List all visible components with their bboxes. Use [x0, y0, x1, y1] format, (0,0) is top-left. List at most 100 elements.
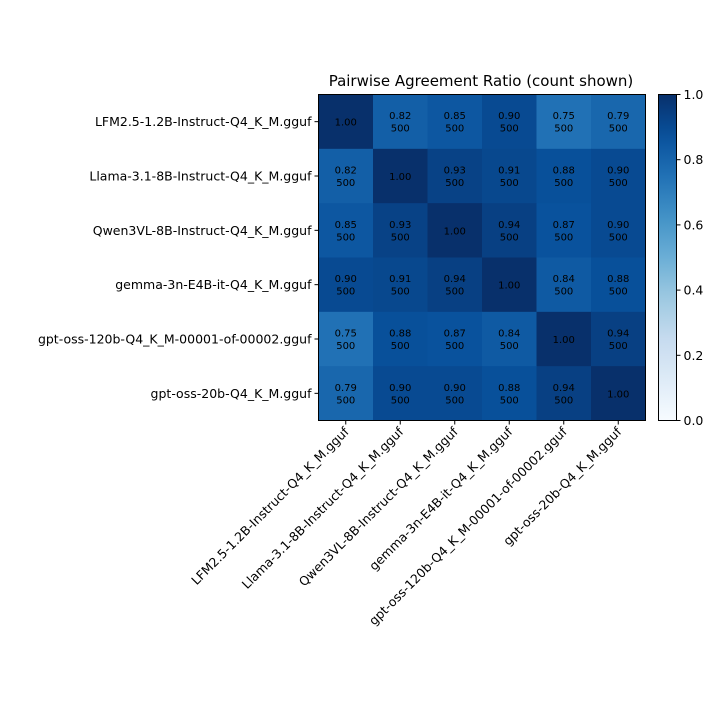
cell-count-label: 500: [554, 124, 573, 135]
colorbar-tick-label: 0.6: [684, 217, 704, 232]
heatmap-cell: [427, 203, 483, 258]
cell-count-label: 500: [336, 341, 355, 352]
heatmap-cell: [318, 257, 374, 313]
cell-value-label: 0.82: [389, 111, 411, 122]
heatmap-cell: [591, 203, 646, 258]
cell-value-label: 1.00: [389, 172, 411, 183]
heatmap-cell: [591, 94, 646, 150]
cell-value-label: 0.88: [553, 166, 575, 177]
cell-count-label: 500: [391, 287, 410, 298]
cell-value-label: 0.90: [389, 383, 411, 394]
y-axis-ticks: LFM2.5-1.2B-Instruct-Q4_K_M.gguf Llama-3.…: [38, 114, 319, 401]
cell-count-label: 500: [336, 232, 355, 243]
heatmap-cell: [373, 203, 428, 258]
cell-value-label: 0.82: [335, 166, 357, 177]
heatmap-cell: [536, 94, 592, 150]
heatmap-cell: [318, 311, 374, 367]
heatmap-cell: [318, 203, 374, 258]
cell-count-label: 500: [554, 287, 573, 298]
heatmap-cell: [536, 148, 592, 204]
y-tick-label: gemma-3n-E4B-it-Q4_K_M.gguf: [115, 277, 312, 292]
cell-count-label: 500: [391, 232, 410, 243]
cell-count-label: 500: [445, 124, 464, 135]
x-tick-label: gpt-oss-120b-Q4_K_M-00001-of-00002.gguf: [366, 424, 570, 628]
heatmap-cell: [482, 366, 537, 421]
cell-count-label: 500: [336, 178, 355, 189]
cell-value-label: 0.94: [444, 274, 466, 285]
cell-value-label: 0.90: [607, 166, 629, 177]
y-tick-label: gpt-oss-120b-Q4_K_M-00001-of-00002.gguf: [38, 332, 312, 347]
cell-count-label: 500: [554, 232, 573, 243]
cell-count-label: 500: [445, 287, 464, 298]
x-tick-label: gpt-oss-20b-Q4_K_M.gguf: [500, 424, 625, 549]
cell-count-label: 500: [336, 287, 355, 298]
cell-count-label: 500: [554, 178, 573, 189]
heatmap-cell: [373, 94, 428, 150]
cell-count-label: 500: [609, 124, 628, 135]
y-tick-label: Llama-3.1-8B-Instruct-Q4_K_M.gguf: [89, 169, 312, 184]
heatmap-cell: [536, 257, 592, 313]
cell-value-label: 0.93: [389, 220, 411, 231]
chart-title: Pairwise Agreement Ratio (count shown): [329, 72, 634, 90]
heatmap-cell: [536, 366, 592, 421]
cell-value-label: 0.94: [498, 220, 520, 231]
y-tick-label: gpt-oss-20b-Q4_K_M.gguf: [151, 386, 313, 401]
heatmap-frame: [318, 94, 646, 421]
cell-value-label: 0.84: [498, 329, 520, 340]
cell-value-label: 0.85: [444, 111, 466, 122]
cell-count-label: 500: [445, 395, 464, 406]
heatmap-cells: 1.000.825000.855000.905000.755000.795000…: [318, 94, 646, 421]
heatmap-cell: [482, 203, 537, 258]
heatmap-cell: [591, 148, 646, 204]
cell-value-label: 0.91: [389, 274, 411, 285]
colorbar-gradient: [658, 94, 677, 421]
heatmap-cell: [318, 94, 374, 150]
cell-count-label: 500: [336, 395, 355, 406]
cell-value-label: 0.75: [553, 111, 575, 122]
cell-value-label: 1.00: [444, 226, 466, 237]
cell-value-label: 0.79: [335, 383, 357, 394]
heatmap-cell: [373, 311, 428, 367]
cell-count-label: 500: [500, 232, 519, 243]
cell-count-label: 500: [609, 341, 628, 352]
heatmap-cell: [318, 366, 374, 421]
cell-count-label: 500: [554, 395, 573, 406]
cell-count-label: 500: [445, 178, 464, 189]
cell-value-label: 0.79: [607, 111, 629, 122]
heatmap-cell: [318, 148, 374, 204]
cell-value-label: 1.00: [553, 335, 575, 346]
heatmap-cell: [591, 257, 646, 313]
cell-count-label: 500: [500, 178, 519, 189]
cell-value-label: 0.75: [335, 329, 357, 340]
cell-count-label: 500: [609, 287, 628, 298]
colorbar-tick-label: 0.2: [684, 348, 704, 363]
y-tick-label: Qwen3VL-8B-Instruct-Q4_K_M.gguf: [93, 223, 312, 238]
cell-count-label: 500: [500, 124, 519, 135]
cell-value-label: 0.88: [389, 329, 411, 340]
cell-value-label: 0.94: [607, 329, 629, 340]
cell-value-label: 0.90: [607, 220, 629, 231]
cell-count-label: 500: [609, 232, 628, 243]
heatmap-cell: [536, 311, 592, 367]
cell-count-label: 500: [391, 341, 410, 352]
heatmap-cell: [482, 148, 537, 204]
heatmap-cell: [373, 366, 428, 421]
cell-value-label: 0.87: [444, 329, 466, 340]
cell-value-label: 1.00: [498, 281, 520, 292]
cell-value-label: 0.88: [607, 274, 629, 285]
cell-value-label: 0.91: [498, 166, 520, 177]
heatmap-cell: [427, 366, 483, 421]
cell-value-label: 0.87: [553, 220, 575, 231]
cell-value-label: 1.00: [335, 118, 357, 129]
heatmap-cell: [482, 257, 537, 313]
colorbar-tick-label: 0.8: [684, 152, 704, 167]
heatmap-cell: [427, 311, 483, 367]
heatmap-cell: [591, 366, 646, 421]
cell-value-label: 1.00: [607, 389, 629, 400]
heatmap-cell: [591, 311, 646, 367]
heatmap-cell: [427, 94, 483, 150]
cell-value-label: 0.85: [335, 220, 357, 231]
cell-value-label: 0.90: [335, 274, 357, 285]
heatmap-cell: [536, 203, 592, 258]
cell-value-label: 0.90: [444, 383, 466, 394]
